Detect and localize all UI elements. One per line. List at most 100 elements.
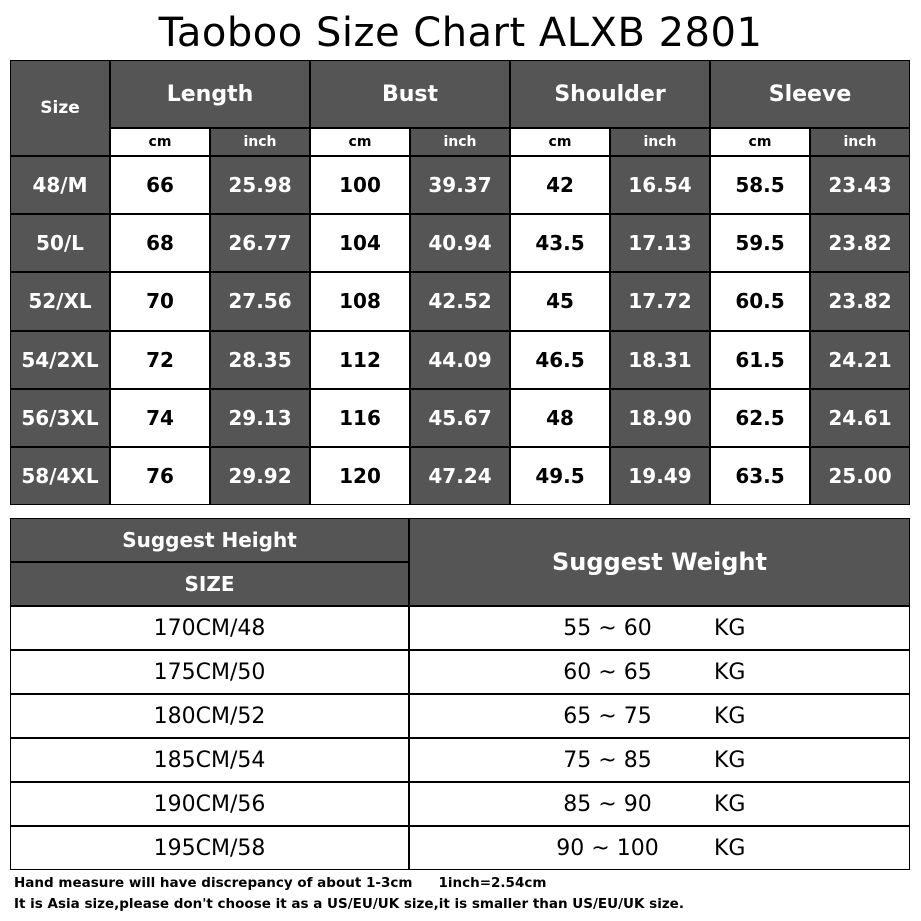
value-cell: 17.72: [610, 272, 710, 331]
value-cell: 49.5: [510, 447, 610, 506]
value-cell: 39.37: [410, 156, 510, 215]
unit-header-inch: inch: [410, 128, 510, 156]
value-cell: 24.61: [810, 388, 910, 447]
value-cell: 120: [310, 447, 410, 506]
weight-unit: KG: [714, 659, 746, 685]
value-cell: 29.13: [210, 388, 310, 447]
value-cell: 74: [110, 388, 210, 447]
height-cell: 180CM/52: [10, 694, 409, 738]
weight-cell: 85 ~ 90 KG: [409, 782, 910, 826]
value-cell: 43.5: [510, 214, 610, 273]
height-cell: 175CM/50: [10, 650, 409, 694]
chart-title: Taoboo Size Chart ALXB 2801: [158, 10, 763, 56]
group-header-sleeve: Sleeve: [710, 60, 910, 128]
weight-unit: KG: [714, 835, 746, 861]
group-header-shoulder: Shoulder: [510, 60, 710, 128]
weight-cell: 60 ~ 65 KG: [409, 650, 910, 694]
notes: Hand measure will have discrepancy of ab…: [14, 873, 919, 915]
weight-range: 65 ~ 75: [563, 703, 652, 729]
value-cell: 18.90: [610, 388, 710, 447]
weight-range: 85 ~ 90: [563, 791, 652, 817]
conversion-note: 1inch=2.54cm: [438, 875, 547, 891]
height-cell: 170CM/48: [10, 606, 409, 650]
weight-cell: 90 ~ 100 KG: [409, 826, 910, 870]
value-cell: 19.49: [610, 447, 710, 506]
weight-unit: KG: [714, 703, 746, 729]
value-cell: 29.92: [210, 447, 310, 506]
value-cell: 47.24: [410, 447, 510, 506]
value-cell: 116: [310, 388, 410, 447]
weight-cell: 65 ~ 75 KG: [409, 694, 910, 738]
weight-unit: KG: [714, 615, 746, 641]
weight-cell: 55 ~ 60 KG: [409, 606, 910, 650]
unit-header-cm: cm: [710, 128, 810, 156]
value-cell: 23.43: [810, 156, 910, 215]
height-cell: 190CM/56: [10, 782, 409, 826]
asia-size-note: It is Asia size,please don't choose it a…: [14, 896, 684, 912]
unit-header-cm: cm: [310, 128, 410, 156]
value-cell: 48: [510, 388, 610, 447]
value-cell: 18.31: [610, 330, 710, 389]
value-cell: 45: [510, 272, 610, 331]
value-cell: 60.5: [710, 272, 810, 331]
value-cell: 61.5: [710, 330, 810, 389]
weight-range: 55 ~ 60: [563, 615, 652, 641]
value-cell: 40.94: [410, 214, 510, 273]
group-header-length: Length: [110, 60, 310, 128]
unit-header-cm: cm: [510, 128, 610, 156]
value-cell: 44.09: [410, 330, 510, 389]
value-cell: 27.56: [210, 272, 310, 331]
value-cell: 26.77: [210, 214, 310, 273]
value-cell: 46.5: [510, 330, 610, 389]
height-cell: 185CM/54: [10, 738, 409, 782]
size-cell: 56/3XL: [10, 388, 110, 447]
value-cell: 42: [510, 156, 610, 215]
unit-header-cm: cm: [110, 128, 210, 156]
size-cell: 48/M: [10, 156, 110, 215]
value-cell: 23.82: [810, 272, 910, 331]
value-cell: 68: [110, 214, 210, 273]
value-cell: 112: [310, 330, 410, 389]
suggestion-table: Suggest Height SIZE Suggest Weight 170CM/48…: [10, 518, 910, 870]
value-cell: 23.82: [810, 214, 910, 273]
size-cell: 58/4XL: [10, 447, 110, 506]
value-cell: 108: [310, 272, 410, 331]
note-line-1: Hand measure will have discrepancy of ab…: [14, 873, 919, 894]
value-cell: 100: [310, 156, 410, 215]
value-cell: 104: [310, 214, 410, 273]
value-cell: 72: [110, 330, 210, 389]
weight-range: 60 ~ 65: [563, 659, 652, 685]
unit-header-inch: inch: [610, 128, 710, 156]
value-cell: 16.54: [610, 156, 710, 215]
value-cell: 24.21: [810, 330, 910, 389]
value-cell: 25.00: [810, 447, 910, 506]
suggest-size-header: SIZE: [10, 562, 409, 606]
group-header-bust: Bust: [310, 60, 510, 128]
value-cell: 42.52: [410, 272, 510, 331]
value-cell: 62.5: [710, 388, 810, 447]
value-cell: 59.5: [710, 214, 810, 273]
measurement-table: Size Length cm inch Bust cm inch Shoulder cm inch…: [10, 60, 910, 506]
size-header: Size: [10, 60, 110, 156]
value-cell: 25.98: [210, 156, 310, 215]
value-cell: 76: [110, 447, 210, 506]
weight-unit: KG: [714, 791, 746, 817]
value-cell: 28.35: [210, 330, 310, 389]
weight-range: 75 ~ 85: [563, 747, 652, 773]
suggest-height-header: Suggest Height: [10, 518, 409, 562]
weight-unit: KG: [714, 747, 746, 773]
value-cell: 45.67: [410, 388, 510, 447]
value-cell: 66: [110, 156, 210, 215]
value-cell: 17.13: [610, 214, 710, 273]
weight-cell: 75 ~ 85 KG: [409, 738, 910, 782]
size-cell: 54/2XL: [10, 330, 110, 389]
weight-range: 90 ~ 100: [556, 835, 659, 861]
discrepancy-note: Hand measure will have discrepancy of ab…: [14, 875, 413, 891]
value-cell: 70: [110, 272, 210, 331]
size-cell: 52/XL: [10, 272, 110, 331]
value-cell: 58.5: [710, 156, 810, 215]
unit-header-inch: inch: [210, 128, 310, 156]
suggest-weight-header: Suggest Weight: [409, 518, 910, 606]
size-cell: 50/L: [10, 214, 110, 273]
value-cell: 63.5: [710, 447, 810, 506]
